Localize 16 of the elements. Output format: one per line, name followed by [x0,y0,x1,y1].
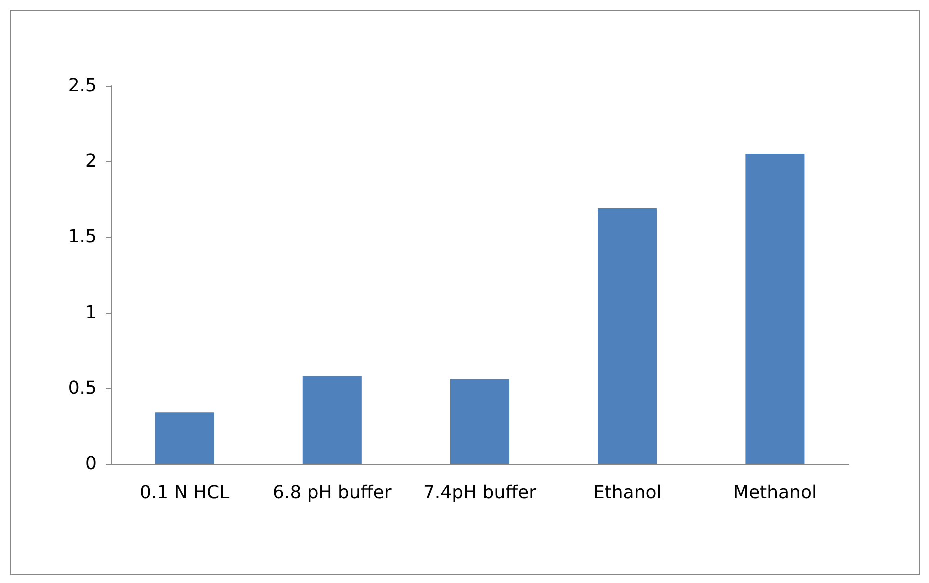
bar [598,208,658,464]
x-tick-label: Ethanol [593,482,662,504]
x-tick-label: 0.1 N HCL [140,482,230,504]
y-tick-label: 1.5 [68,226,97,248]
x-tick-label: 6.8 pH buffer [273,482,392,504]
y-tick-label: 0 [86,454,97,474]
bar [155,412,214,464]
bar [302,376,362,464]
x-tick-label: Methanol [733,482,817,504]
y-tick-label: 0.5 [68,378,97,399]
y-tick-label: 1 [86,302,97,324]
bar [450,379,510,464]
bar [746,154,805,464]
y-tick-label: 2.5 [68,76,97,96]
y-tick-label: 2 [86,151,97,172]
x-tick-label: 7.4pH buffer [423,482,538,504]
